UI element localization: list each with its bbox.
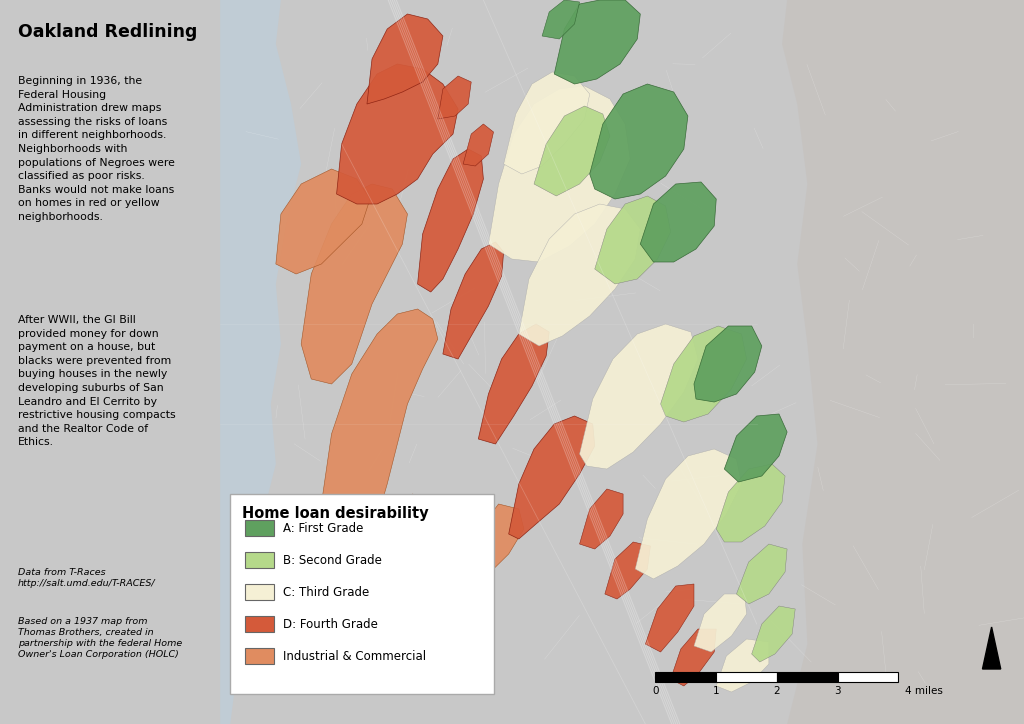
Polygon shape [605,542,650,599]
Polygon shape [534,106,610,196]
Polygon shape [671,629,716,686]
Bar [716,672,777,682]
Polygon shape [519,204,640,346]
Bar [246,552,273,568]
Text: Beginning in 1936, the
Federal Housing
Administration drew maps
assessing the ri: Beginning in 1936, the Federal Housing A… [17,76,174,222]
Polygon shape [782,0,1024,724]
Polygon shape [635,449,741,579]
Polygon shape [352,494,438,614]
Polygon shape [220,404,275,724]
Bar [777,672,838,682]
Polygon shape [443,242,504,359]
Polygon shape [367,14,443,104]
Polygon shape [724,414,787,482]
Polygon shape [473,504,524,574]
FancyBboxPatch shape [230,494,494,694]
Polygon shape [580,489,623,549]
Bar [246,616,273,632]
Text: D: Fourth Grade: D: Fourth Grade [283,618,378,631]
Polygon shape [590,84,688,199]
Polygon shape [509,416,595,539]
Bar [655,672,716,682]
Text: Based on a 1937 map from
Thomas Brothers, created in
partnership with the federa: Based on a 1937 map from Thomas Brothers… [17,617,182,659]
Polygon shape [716,464,785,542]
Polygon shape [982,627,1000,669]
Text: B: Second Grade: B: Second Grade [283,554,382,566]
Bar [246,648,273,664]
Polygon shape [694,326,762,402]
Text: Data from T-Races
http://salt.umd.edu/T-RACES/: Data from T-Races http://salt.umd.edu/T-… [17,568,156,589]
Polygon shape [438,76,471,119]
Polygon shape [660,326,746,422]
Polygon shape [463,124,494,166]
Text: 2: 2 [774,686,780,696]
Polygon shape [488,86,630,262]
Polygon shape [694,594,746,652]
Polygon shape [580,324,698,469]
Text: Industrial & Commercial: Industrial & Commercial [283,649,426,662]
Polygon shape [275,169,370,274]
Bar [838,672,898,682]
Text: 3: 3 [835,686,841,696]
Polygon shape [752,606,796,662]
Polygon shape [418,149,483,292]
Text: 1: 1 [713,686,720,696]
Polygon shape [736,544,787,604]
Text: C: Third Grade: C: Third Grade [283,586,370,599]
Text: After WWII, the GI Bill
provided money for down
payment on a house, but
blacks w: After WWII, the GI Bill provided money f… [17,315,175,447]
Polygon shape [478,324,549,444]
Polygon shape [322,309,438,539]
Bar [246,520,273,536]
Text: A: First Grade: A: First Grade [283,521,364,534]
Polygon shape [640,182,716,262]
Text: Oakland Redlining: Oakland Redlining [17,23,197,41]
Polygon shape [554,0,640,84]
Polygon shape [542,0,580,39]
Text: 4 miles: 4 miles [904,686,942,696]
Polygon shape [337,64,458,204]
Text: Home loan desirability: Home loan desirability [243,506,429,521]
Polygon shape [301,184,408,384]
Polygon shape [220,0,301,424]
Polygon shape [595,196,671,284]
Bar [246,584,273,600]
Polygon shape [645,584,694,652]
Polygon shape [716,639,769,692]
Polygon shape [504,72,590,174]
Text: 0: 0 [652,686,658,696]
